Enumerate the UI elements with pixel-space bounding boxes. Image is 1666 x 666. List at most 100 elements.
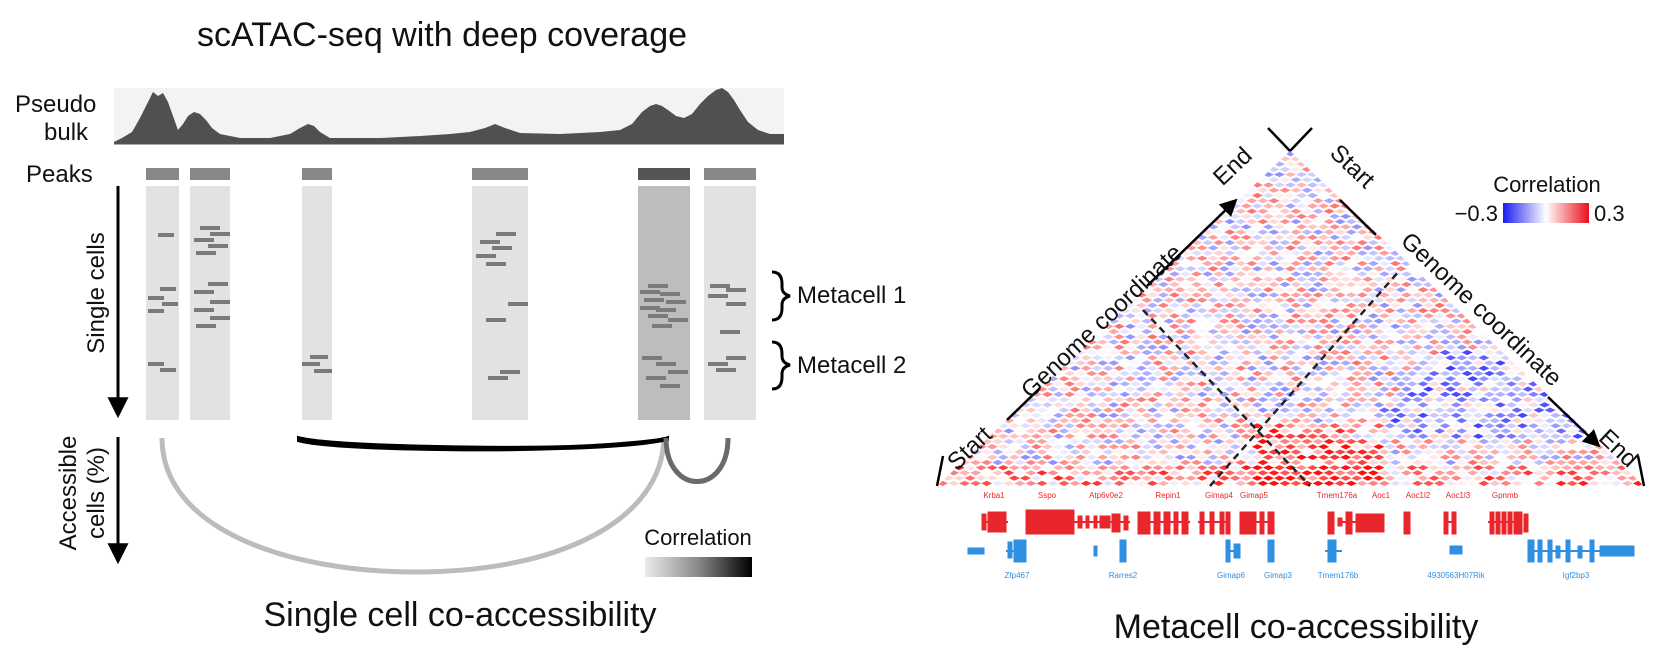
heatmap-cell bbox=[1207, 454, 1219, 460]
heatmap-cell bbox=[1500, 438, 1512, 445]
heatmap-cell bbox=[1318, 370, 1330, 377]
heatmap-cell bbox=[1351, 234, 1363, 240]
heatmap-cell bbox=[1191, 417, 1203, 424]
heatmap-cell bbox=[1163, 475, 1175, 481]
heatmap-cell bbox=[1362, 360, 1374, 366]
heatmap-cell bbox=[1262, 203, 1274, 209]
peak-marker-1 bbox=[146, 168, 179, 180]
heatmap-cell bbox=[1163, 433, 1175, 439]
heatmap-cell bbox=[1323, 208, 1335, 214]
heatmap-cell bbox=[1417, 412, 1429, 418]
heatmap-cell bbox=[1240, 339, 1252, 345]
heatmap-cell bbox=[1091, 355, 1103, 361]
right-correlation-colorbar bbox=[1503, 203, 1589, 223]
heatmap-cell bbox=[1207, 423, 1219, 429]
heatmap-cell bbox=[1119, 360, 1131, 366]
heatmap-cell bbox=[1312, 260, 1324, 267]
heatmap-cell bbox=[1616, 475, 1628, 481]
heatmap-cell bbox=[1235, 260, 1247, 267]
heatmap-cell bbox=[1522, 407, 1534, 413]
heatmap-cell bbox=[1113, 323, 1125, 329]
heatmap-cell bbox=[1323, 250, 1335, 256]
genes-minus-strand: Zfp467 Rarres2 Gimap6 Gimap3 Tmem176b 49… bbox=[1005, 571, 1590, 580]
heatmap-cell bbox=[1180, 313, 1192, 319]
heatmap-cell bbox=[1152, 287, 1164, 293]
heatmap-cell bbox=[1207, 339, 1219, 345]
heatmap-cell bbox=[1174, 475, 1186, 481]
heatmap-cell bbox=[1329, 234, 1341, 240]
heatmap-cell bbox=[1378, 313, 1390, 319]
heatmap-cell bbox=[1406, 444, 1418, 450]
heatmap-cell bbox=[1323, 323, 1335, 329]
heatmap-cell bbox=[1500, 407, 1512, 413]
heatmap-cell bbox=[1356, 376, 1368, 382]
heatmap-cell bbox=[1064, 465, 1076, 471]
heatmap-cell bbox=[1312, 313, 1324, 319]
heatmap-cell bbox=[1329, 245, 1341, 251]
heatmap-cell bbox=[1356, 334, 1368, 340]
heatmap-cell bbox=[1378, 239, 1390, 246]
heatmap-cell bbox=[1168, 376, 1181, 382]
heatmap-cell bbox=[1119, 370, 1131, 377]
heatmap-cell bbox=[1218, 423, 1230, 429]
heatmap-cell bbox=[1146, 449, 1158, 455]
heatmap-cell bbox=[1251, 475, 1263, 481]
heatmap-cell bbox=[1522, 459, 1534, 466]
heatmap-cell bbox=[1268, 313, 1280, 319]
heatmap-cell bbox=[1240, 224, 1252, 230]
heatmap-cell bbox=[1417, 318, 1429, 324]
heatmap-cell bbox=[1124, 459, 1136, 466]
heatmap-cell bbox=[986, 475, 998, 481]
heatmap-cell bbox=[1456, 459, 1468, 466]
heatmap-cell bbox=[1307, 328, 1319, 335]
heatmap-cell bbox=[1218, 454, 1230, 460]
heatmap-cell bbox=[1240, 287, 1252, 293]
heatmap-cell bbox=[1373, 339, 1385, 345]
heatmap-cell bbox=[1439, 328, 1451, 335]
heatmap-cell bbox=[1340, 433, 1352, 439]
genes-plus-strand: Krba1 Sspo Atp6v0e2 Repin1 Gimap4 Gimap5… bbox=[983, 491, 1518, 500]
left-title: scATAC-seq with deep coverage bbox=[197, 16, 687, 54]
heatmap-cell bbox=[1318, 328, 1330, 335]
heatmap-cell bbox=[1329, 349, 1341, 356]
heatmap-cell bbox=[1505, 433, 1517, 439]
heatmap-cell bbox=[1163, 318, 1175, 324]
heatmap-cell bbox=[1185, 297, 1197, 303]
heatmap-cell bbox=[1367, 313, 1379, 319]
heatmap-cell bbox=[1290, 198, 1302, 204]
heatmap-cell bbox=[1367, 271, 1379, 277]
heatmap-cell bbox=[1395, 465, 1407, 471]
heatmap-cell bbox=[1373, 381, 1385, 387]
peak-marker-4 bbox=[472, 168, 528, 180]
heatmap-cell bbox=[1257, 365, 1269, 371]
heatmap-cell bbox=[1450, 349, 1462, 356]
heatmap-cell bbox=[1395, 360, 1407, 366]
heatmap-cell bbox=[1345, 355, 1357, 361]
heatmap-cell bbox=[1489, 376, 1501, 382]
heatmap-cell bbox=[1395, 444, 1407, 450]
heatmap-cell bbox=[1008, 475, 1020, 481]
heatmap-cell bbox=[1064, 444, 1076, 450]
heatmap-cell bbox=[1180, 334, 1192, 340]
heatmap-cell bbox=[1362, 245, 1374, 251]
heatmap-cell bbox=[964, 465, 976, 471]
heatmap-cell bbox=[1262, 433, 1274, 439]
heatmap-cell bbox=[1207, 444, 1219, 450]
heatmap-cell bbox=[1400, 459, 1413, 466]
heatmap-cell bbox=[1296, 171, 1308, 178]
heatmap-cell bbox=[1157, 334, 1169, 340]
heatmap-cell bbox=[1058, 407, 1070, 413]
heatmap-cell bbox=[1439, 308, 1451, 314]
heatmap-cell bbox=[1351, 224, 1363, 230]
heatmap-cell bbox=[1191, 271, 1203, 277]
heatmap-cell bbox=[1069, 407, 1081, 413]
heatmap-cell bbox=[1389, 470, 1401, 476]
heatmap-cell bbox=[1135, 334, 1147, 340]
heatmap-cell bbox=[1268, 302, 1280, 309]
heatmap-cell bbox=[1180, 480, 1192, 486]
heatmap-cell bbox=[1229, 412, 1241, 418]
heatmap-cell bbox=[1108, 412, 1120, 418]
heatmap-cell bbox=[1075, 391, 1087, 398]
heatmap-cell bbox=[1445, 459, 1457, 466]
heatmap-cell bbox=[1224, 239, 1236, 246]
